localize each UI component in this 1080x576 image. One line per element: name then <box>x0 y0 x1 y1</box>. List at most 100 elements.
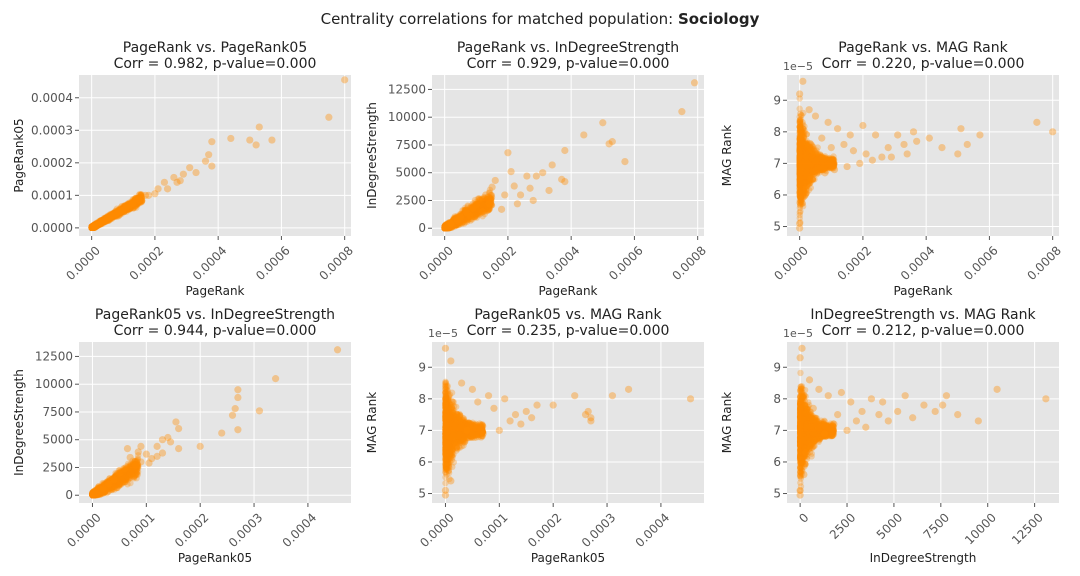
scatter-point <box>119 203 127 211</box>
scatter-point <box>96 220 103 227</box>
scatter-point <box>129 196 137 204</box>
x-tick-label: 0.0008 <box>669 243 709 283</box>
scatter-point <box>136 194 143 201</box>
scatter-point <box>122 205 130 213</box>
scatter-point <box>88 224 95 231</box>
scatter-point <box>110 211 118 218</box>
scatter-point <box>92 221 99 229</box>
x-tick-label: 0.0008 <box>1024 243 1064 283</box>
scatter-point <box>114 210 121 217</box>
scatter-point <box>107 215 114 223</box>
scatter-point <box>130 197 138 204</box>
scatter-point <box>128 199 136 207</box>
y-tick-label: 12500 <box>388 82 426 96</box>
scatter-point <box>89 223 96 230</box>
scatter-point <box>93 222 101 229</box>
scatter-point <box>135 200 142 207</box>
scatter-point <box>94 221 101 228</box>
scatter-point <box>93 221 100 228</box>
scatter-point <box>127 202 135 209</box>
scatter-point <box>88 224 96 231</box>
scatter-point <box>103 216 110 223</box>
y-tick-label: 0.0002 <box>31 156 73 170</box>
scatter-point <box>126 200 133 207</box>
scatter-point <box>138 192 145 199</box>
scatter-point <box>113 208 120 215</box>
scatter-point <box>117 209 124 217</box>
scatter-point <box>106 214 113 221</box>
scatter-point <box>93 221 101 228</box>
scatter-point <box>90 223 97 230</box>
scatter-point <box>88 224 96 231</box>
scatter-point <box>94 221 101 228</box>
scatter-point <box>92 223 100 231</box>
scatter-point <box>109 212 116 220</box>
scatter-point <box>90 223 98 230</box>
scatter-point <box>94 220 102 228</box>
scatter-point <box>91 222 99 230</box>
scatter-point <box>88 224 95 231</box>
scatter-point <box>99 218 106 226</box>
scatter-point <box>130 201 137 208</box>
scatter-point <box>107 211 114 219</box>
scatter-point <box>501 191 509 199</box>
scatter-point <box>107 213 115 220</box>
scatter-point <box>111 212 118 219</box>
scatter-point <box>88 224 95 232</box>
scatter-point <box>101 217 108 224</box>
scatter-point <box>105 213 113 220</box>
scatter-point <box>135 195 142 202</box>
scatter-point <box>89 223 96 230</box>
scatter-point <box>112 209 119 217</box>
scatter-point <box>94 222 101 229</box>
scatter-point <box>90 224 97 231</box>
scatter-point <box>93 221 100 228</box>
scatter-point <box>100 218 108 225</box>
y-tick-label: 2500 <box>395 193 426 207</box>
scatter-point <box>859 121 867 130</box>
scatter-point <box>90 224 97 231</box>
scatter-point <box>130 201 138 208</box>
scatter-point <box>107 215 115 222</box>
scatter-point <box>88 224 95 231</box>
scatter-point <box>100 217 107 224</box>
scatter-point <box>108 212 115 220</box>
scatter-point <box>95 219 103 226</box>
scatter-point <box>120 206 127 214</box>
scatter-point <box>112 211 119 218</box>
scatter-point <box>95 218 102 225</box>
scatter-point <box>111 209 118 217</box>
scatter-point <box>120 202 128 209</box>
scatter-point <box>90 223 97 230</box>
scatter-point <box>135 197 143 205</box>
scatter-point <box>88 224 96 231</box>
scatter-point <box>92 222 99 229</box>
scatter-point <box>90 224 98 231</box>
scatter-point <box>114 209 122 216</box>
scatter-point <box>88 224 96 231</box>
scatter-point <box>135 195 142 202</box>
suptitle-prefix: Centrality correlations for matched popu… <box>320 10 678 28</box>
scatter-point <box>110 211 117 219</box>
scatter-point <box>126 205 133 212</box>
scatter-point <box>96 218 104 225</box>
scatter-point <box>99 218 107 225</box>
scatter-point <box>88 224 95 232</box>
scatter-point <box>133 200 140 207</box>
figure-suptitle: Centrality correlations for matched popu… <box>0 10 1080 28</box>
scatter-point <box>121 204 129 212</box>
scatter-point <box>127 202 134 209</box>
scatter-point <box>88 224 95 232</box>
y-tick-label: 7500 <box>42 405 73 419</box>
scatter-point <box>120 204 127 211</box>
scatter-point <box>93 222 100 230</box>
scatter-point <box>96 217 103 225</box>
scatter-point <box>132 195 140 202</box>
scatter-point <box>88 224 96 231</box>
scatter-point <box>127 201 134 209</box>
scatter-point <box>141 191 150 199</box>
scatter-point <box>89 224 96 231</box>
scatter-point <box>109 212 116 220</box>
x-axis-label: PageRank05 <box>178 551 252 565</box>
scatter-point <box>106 211 114 218</box>
